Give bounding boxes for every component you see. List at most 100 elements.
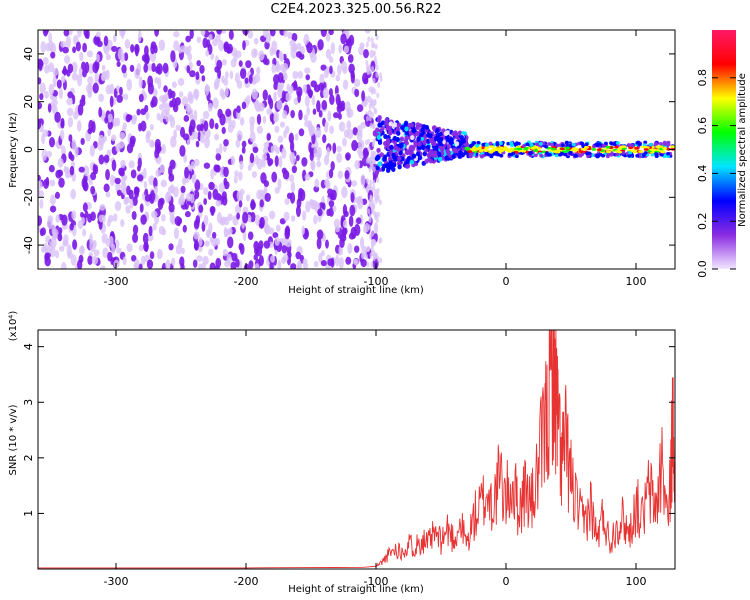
spectrogram-cell — [340, 233, 347, 243]
spectrogram-cell — [147, 75, 154, 88]
spectrogram-cell — [366, 156, 370, 163]
spectrogram-cell — [360, 259, 367, 268]
spectrogram-cell — [433, 152, 438, 158]
spectrogram-cell — [221, 59, 228, 66]
spectrogram-cell — [467, 150, 473, 153]
spectrogram-cell — [218, 143, 223, 155]
spectrogram-cell — [239, 68, 247, 80]
spectrogram-cell — [94, 164, 99, 175]
spectrogram-cell — [82, 228, 87, 237]
spectrogram-cell — [271, 64, 277, 74]
spectrogram-cell — [559, 147, 565, 151]
spectrogram-cell — [173, 31, 180, 38]
spectrogram-cell — [372, 50, 376, 57]
spectrogram-cell — [52, 228, 58, 238]
spectrogram-cell — [539, 153, 544, 158]
spectrogram-cell — [277, 178, 282, 190]
spectrogram-cell — [528, 150, 533, 155]
spectrogram-cell — [372, 255, 376, 262]
spectrogram-cell — [44, 90, 50, 99]
spectrogram-cell — [383, 141, 389, 147]
spectrogram-cell — [290, 263, 297, 269]
spectrogram-cell — [329, 125, 334, 134]
spectrogram-cell — [125, 205, 131, 214]
spectrogram-cell — [130, 115, 137, 125]
spectrogram-cell — [77, 219, 84, 230]
spectrogram-cell — [478, 149, 484, 153]
spectrogram-cell — [621, 145, 627, 149]
spectrogram-cell — [159, 197, 165, 206]
spectrogram-cell — [290, 181, 296, 193]
spectrogram-cell — [354, 159, 361, 170]
spectrogram-cell — [387, 155, 393, 161]
spectrogram-cell — [210, 168, 215, 180]
spectrogram-cell — [229, 70, 234, 80]
spectrogram-cell — [94, 71, 99, 84]
spectrogram-cell — [44, 256, 51, 267]
spectrogram-cell — [375, 71, 379, 78]
spectrogram-cell — [142, 232, 149, 245]
spectrogram-cell — [451, 131, 456, 137]
spectrogram-cell — [324, 178, 330, 187]
spectrogram-cell — [354, 88, 360, 98]
spectrogram-cell — [367, 208, 371, 215]
spectrogram-cell — [498, 141, 503, 145]
spectrogram-cell — [253, 37, 259, 45]
spectrogram-cell — [310, 80, 318, 88]
spectrogram-cell — [340, 33, 347, 45]
spectrogram-cell — [269, 112, 275, 123]
spectrogram-cell — [284, 197, 290, 205]
spectrogram-cell — [239, 116, 245, 126]
snr-x-axis-label: Height of straight line (km) — [288, 584, 424, 595]
spectrogram-cell — [39, 228, 44, 237]
spectrogram-cell — [121, 174, 126, 186]
spectrogram-cell — [77, 103, 84, 116]
spectrogram-cell — [396, 147, 401, 153]
spectrogram-cell — [435, 132, 441, 138]
spectrogram-cell — [316, 237, 322, 250]
spectrogram-cell — [111, 243, 116, 255]
spectrogram-cell — [48, 164, 55, 173]
colorbar-label: Normalized spectral amplitude — [737, 73, 748, 227]
spectrogram-cell — [156, 248, 163, 260]
spectrogram-cell — [205, 229, 212, 237]
spectrogram-cell — [571, 142, 576, 147]
spectrogram-cell — [370, 261, 374, 268]
spectrogram-cell — [337, 112, 342, 120]
spectrogram-cell — [297, 260, 302, 269]
spectrogram-cell — [265, 153, 271, 161]
spectrogram-cell — [635, 153, 640, 158]
spectrogram-cell — [210, 206, 215, 216]
spectrogram-cell — [227, 124, 234, 133]
spectrogram-cell — [405, 150, 410, 156]
spectrogram-cells — [38, 30, 675, 269]
spectrogram-cell — [367, 109, 373, 116]
spectrogram-cell — [195, 71, 200, 81]
spectrogram-cell — [328, 30, 334, 36]
spectrogram-cell — [119, 86, 123, 96]
spectrogram-cell — [360, 174, 366, 187]
spectrogram-cell — [340, 60, 348, 72]
spectrogram-cell — [298, 128, 305, 137]
spectrogram-cell — [367, 36, 371, 43]
spectrogram-cell — [375, 154, 380, 160]
spectrogram-cell — [662, 147, 668, 150]
spectrogram-cell — [627, 154, 632, 158]
spectrogram-cell — [72, 239, 78, 250]
spectrogram-cell — [384, 117, 389, 123]
spectrogram-cell — [100, 265, 106, 269]
spectrogram-cell — [666, 140, 671, 145]
snr-x-tick-label: -300 — [104, 575, 129, 588]
spectrogram-cell — [116, 189, 122, 197]
spectrogram-cell — [165, 259, 171, 269]
spectrogram-cell — [115, 117, 121, 127]
spectrogram-cell — [122, 256, 127, 266]
spectrogram-cell — [107, 251, 113, 262]
spectrogram-cell — [52, 75, 57, 88]
spectrogram-cell — [313, 214, 318, 225]
spectrogram-cell — [507, 152, 512, 157]
spectrogram-cell — [150, 140, 155, 148]
spectrogram-cell — [449, 140, 454, 146]
spectrogram-cell — [227, 236, 234, 249]
spectrogram-cell — [346, 120, 352, 130]
